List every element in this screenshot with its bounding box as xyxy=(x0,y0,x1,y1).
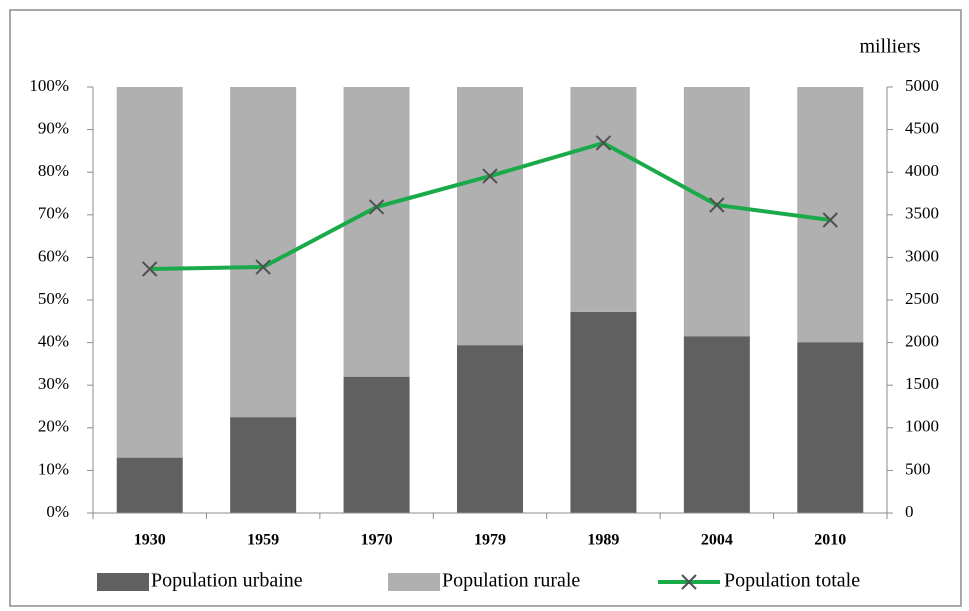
legend-label: Population urbaine xyxy=(151,570,303,592)
y2-tick-label: 2000 xyxy=(905,332,939,351)
y2-tick-label: 2500 xyxy=(905,289,939,308)
bar-segment xyxy=(797,87,864,343)
bar-segment xyxy=(570,87,637,312)
y2-tick-label: 500 xyxy=(905,459,931,478)
bar-segment xyxy=(683,87,750,337)
y-tick-label: 0% xyxy=(46,502,69,521)
y2-tick-label: 4000 xyxy=(905,161,939,180)
marker xyxy=(595,135,612,151)
y-tick-label: 60% xyxy=(38,246,69,265)
x-tick-label: 2010 xyxy=(814,532,846,549)
legend-label: Population rurale xyxy=(442,570,580,592)
bar-segment xyxy=(116,87,183,458)
y-tick-label: 90% xyxy=(38,119,69,138)
bar-segment xyxy=(570,311,637,513)
y-tick-label: 70% xyxy=(38,204,69,223)
y2-tick-label: 3000 xyxy=(905,246,939,265)
y2-tick-label: 1500 xyxy=(905,374,939,393)
x-tick-label: 1989 xyxy=(587,532,619,549)
y2-tick-label: 0 xyxy=(905,502,914,521)
bar-segment xyxy=(343,87,410,377)
y-tick-label: 30% xyxy=(38,374,69,393)
bar-segment xyxy=(683,336,750,513)
y2-tick-label: 3500 xyxy=(905,204,939,223)
y-tick-label: 100% xyxy=(29,76,69,95)
y2-axis-label: milliers xyxy=(859,36,920,58)
marker xyxy=(368,199,385,215)
bar-segment xyxy=(230,417,297,513)
bar-segment xyxy=(457,87,523,346)
marker xyxy=(709,197,725,213)
y-tick-label: 50% xyxy=(38,289,69,308)
legend-swatch xyxy=(97,573,149,591)
y2-tick-label: 1000 xyxy=(905,417,939,436)
bar-segment xyxy=(457,345,523,513)
legend-label: Population totale xyxy=(724,570,860,592)
marker xyxy=(482,168,498,184)
bar-segment xyxy=(116,457,183,513)
x-tick-label: 1930 xyxy=(134,532,166,549)
y-tick-label: 20% xyxy=(38,417,69,436)
bar-segment xyxy=(797,342,864,513)
marker xyxy=(681,574,697,590)
marker xyxy=(255,259,271,275)
y2-tick-label: 5000 xyxy=(905,76,939,95)
x-tick-label: 1959 xyxy=(247,532,279,549)
x-tick-label: 2004 xyxy=(701,532,733,549)
marker xyxy=(822,212,838,228)
bar-segment xyxy=(230,87,297,418)
y2-tick-label: 4500 xyxy=(905,119,939,138)
x-tick-label: 1979 xyxy=(474,532,506,549)
bar-segment xyxy=(343,376,410,513)
y-tick-label: 40% xyxy=(38,332,69,351)
y-tick-label: 10% xyxy=(38,459,69,478)
marker xyxy=(142,261,158,277)
x-tick-label: 1970 xyxy=(361,532,393,549)
y-tick-label: 80% xyxy=(38,161,69,180)
legend-swatch xyxy=(388,573,440,591)
